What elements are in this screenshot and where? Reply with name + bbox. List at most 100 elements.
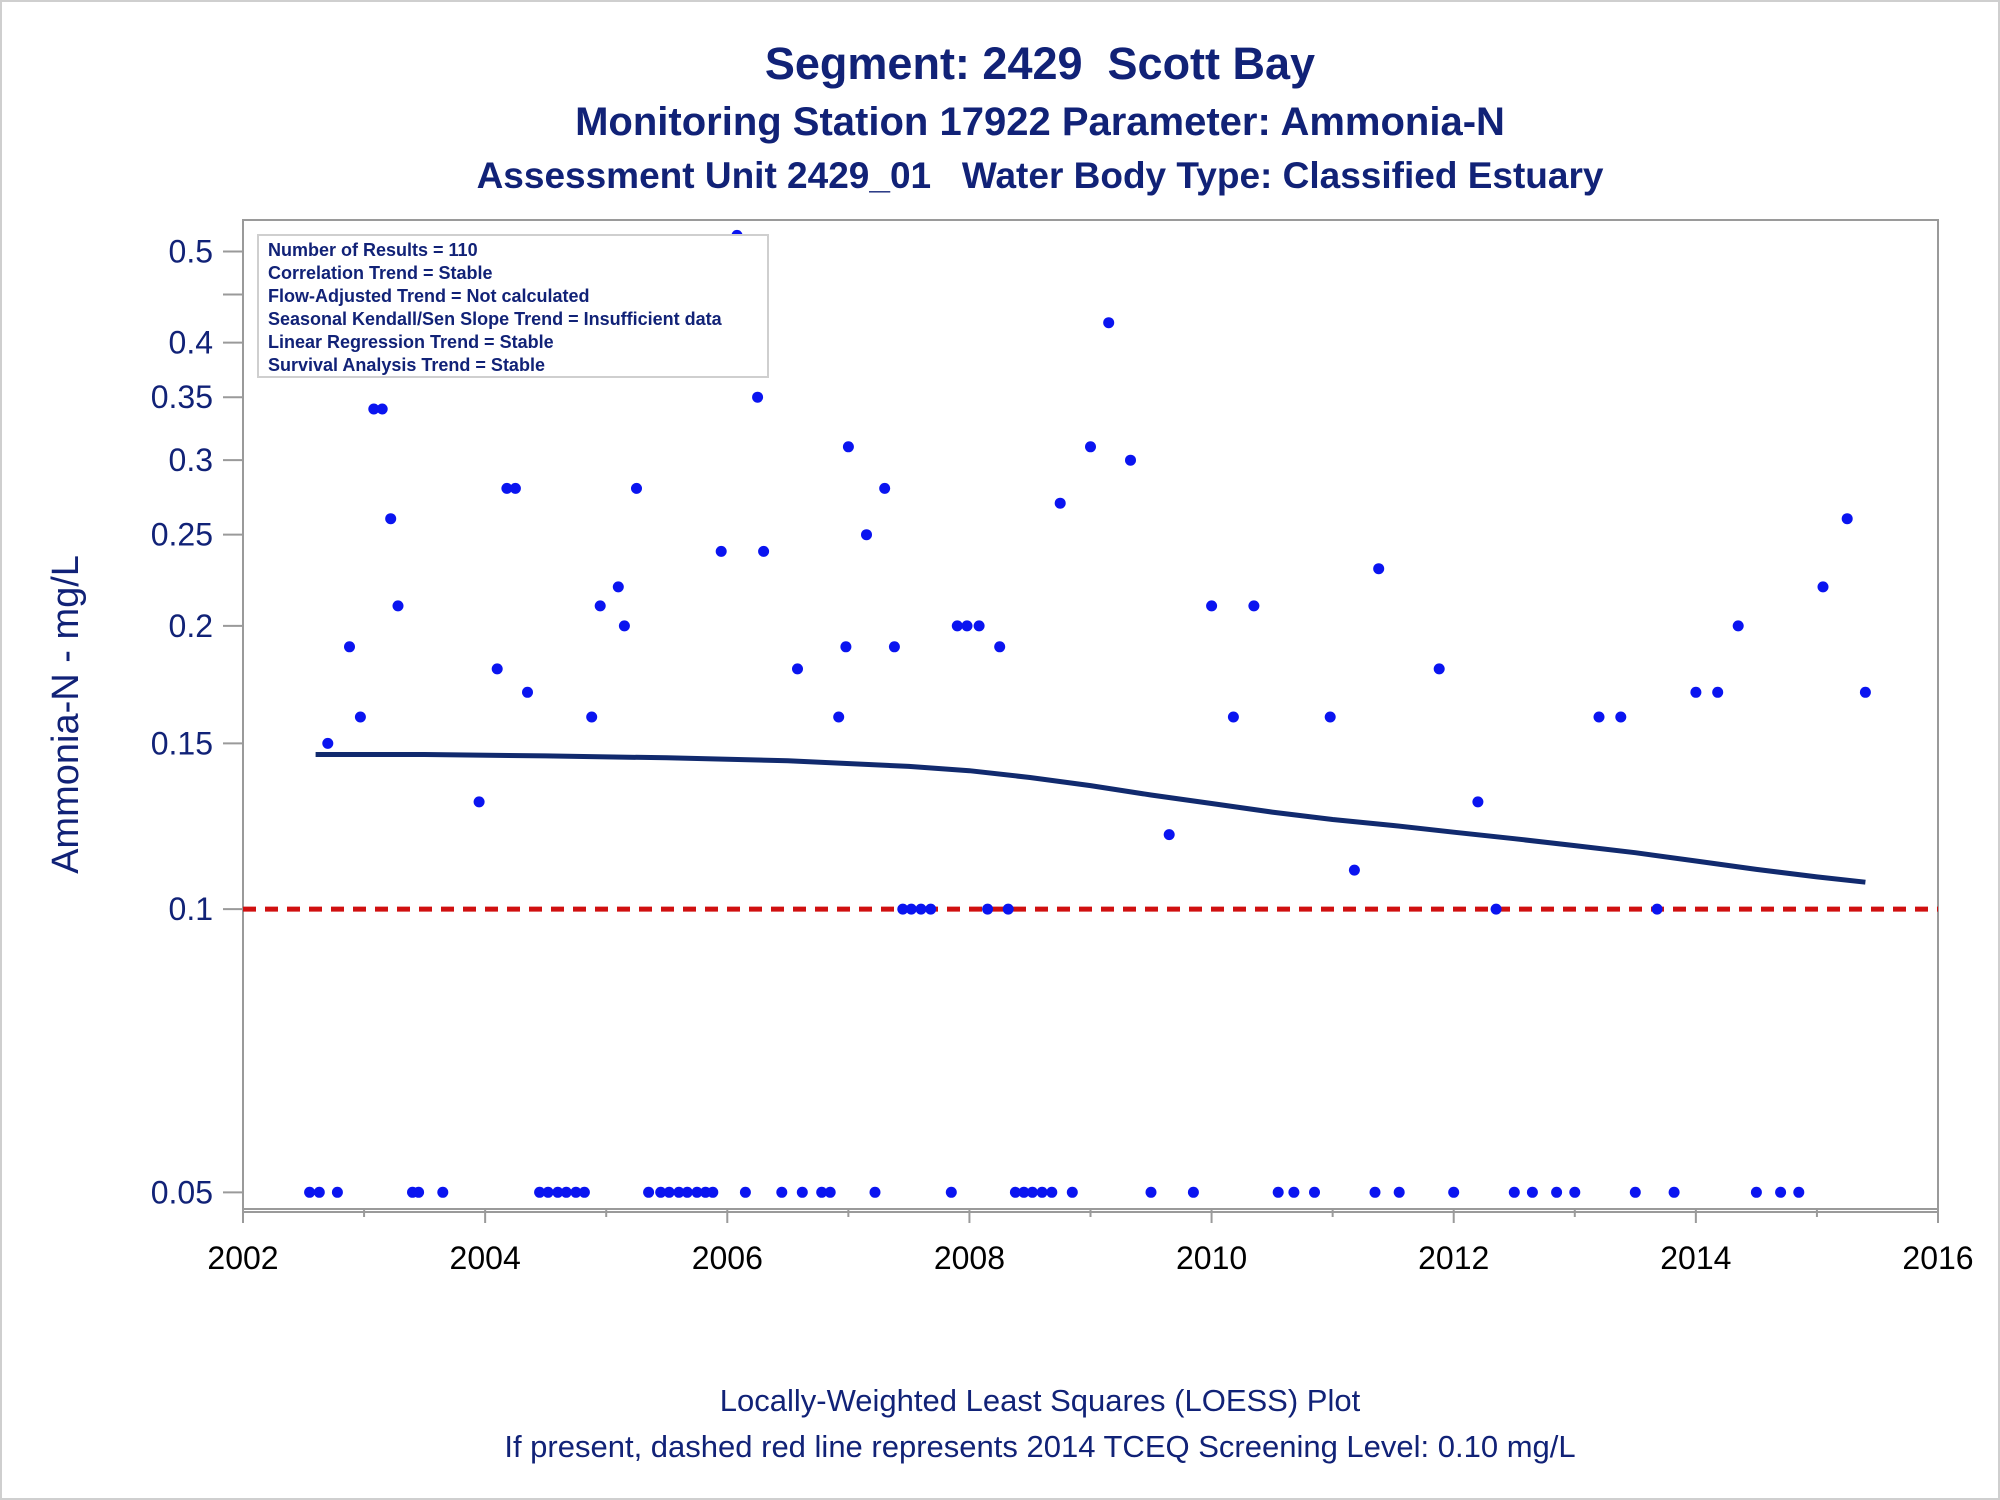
x-tick-label: 2002 (207, 1240, 278, 1276)
data-point (1163, 829, 1175, 841)
data-point (925, 903, 937, 915)
data-point (1227, 711, 1239, 723)
loess-curve (315, 752, 1866, 885)
data-point (1369, 1186, 1381, 1198)
y-tick-label: 0.1 (169, 891, 213, 927)
data-point (840, 641, 852, 653)
data-point (707, 1186, 719, 1198)
data-point (522, 686, 533, 698)
trend-summary-box: Number of Results = 110 Correlation Trend… (257, 234, 769, 378)
data-point (354, 711, 366, 723)
data-point (1145, 1186, 1157, 1198)
data-point (1668, 1186, 1680, 1198)
data-point (951, 620, 963, 632)
y-tick-label: 0.25 (151, 517, 213, 553)
data-point (888, 641, 900, 653)
trend-summary-line: Flow-Adjusted Trend = Not calculated (268, 286, 590, 306)
chart-subtitle-2: Assessment Unit 2429_01 Water Body Type:… (476, 155, 1604, 196)
trend-summary-border (257, 234, 769, 378)
data-point (570, 1186, 582, 1198)
data-point (905, 903, 917, 915)
trend-summary-line: Survival Analysis Trend = Stable (268, 355, 545, 375)
data-point (1569, 1186, 1581, 1198)
data-point (313, 1186, 325, 1198)
data-point (1690, 686, 1702, 698)
data-point (655, 1186, 667, 1198)
data-point (681, 1186, 693, 1198)
data-point (618, 620, 630, 632)
data-point (752, 391, 764, 403)
data-point (869, 1186, 881, 1198)
loess-layer (315, 752, 1866, 885)
y-axis: 0.05 0.1 0.15 0.2 0.25 0.3 0.35 0.4 0.5 (151, 233, 243, 1210)
data-point (1775, 1186, 1787, 1198)
data-point (982, 903, 994, 915)
data-point (1066, 1186, 1078, 1198)
x-tick-label: 2010 (1176, 1240, 1247, 1276)
data-point (331, 1186, 343, 1198)
data-point (1125, 454, 1136, 466)
trend-summary-line: Correlation Trend = Stable (268, 263, 493, 283)
y-tick-label: 0.05 (151, 1174, 213, 1210)
data-point (961, 620, 973, 632)
data-point (1472, 796, 1484, 808)
data-point (1085, 441, 1096, 453)
data-point (776, 1186, 788, 1198)
data-point (1859, 686, 1871, 698)
data-point (842, 441, 854, 453)
data-point (792, 663, 803, 675)
data-point (368, 403, 380, 415)
data-point (1026, 1186, 1038, 1198)
data-point (739, 1186, 751, 1198)
data-point (833, 711, 845, 723)
y-tick-label: 0.4 (169, 325, 213, 361)
x-axis: 2002 2004 2006 2008 2010 2012 2014 2016 (207, 1209, 1974, 1276)
data-point (824, 1186, 836, 1198)
data-point (1615, 711, 1627, 723)
data-point (994, 641, 1006, 653)
data-point (1712, 686, 1724, 698)
data-point (1508, 1186, 1520, 1198)
y-tick-label: 0.2 (169, 608, 213, 644)
data-point (915, 903, 927, 915)
data-point (437, 1186, 449, 1198)
data-point (344, 641, 355, 653)
data-point (1054, 497, 1066, 509)
data-point (385, 513, 397, 525)
data-point (715, 545, 727, 557)
data-point (501, 482, 513, 494)
data-point (322, 737, 334, 749)
data-point (552, 1186, 564, 1198)
data-point (491, 663, 503, 675)
y-tick-label: 0.15 (151, 725, 213, 761)
data-point (1002, 903, 1014, 915)
x-tick-label: 2012 (1418, 1240, 1489, 1276)
data-point (1651, 903, 1663, 915)
x-tick-label: 2004 (450, 1240, 521, 1276)
y-tick-label: 0.3 (169, 442, 213, 478)
x-tick-label: 2014 (1660, 1240, 1731, 1276)
y-tick-label: 0.5 (169, 233, 213, 269)
data-point (534, 1186, 546, 1198)
chart-title: Segment: 2429 Scott Bay (764, 38, 1316, 89)
data-point (897, 903, 909, 915)
data-point (1036, 1186, 1048, 1198)
data-point (1373, 563, 1385, 575)
data-point (1324, 711, 1336, 723)
data-point (1206, 600, 1218, 612)
footnote-loess: Locally-Weighted Least Squares (LOESS) P… (719, 1383, 1361, 1418)
data-point (973, 620, 985, 632)
trend-summary-line: Number of Results = 110 (268, 240, 478, 260)
data-point (1629, 1186, 1641, 1198)
data-point (1817, 581, 1829, 593)
trend-summary-line: Seasonal Kendall/Sen Slope Trend = Insuf… (268, 309, 723, 329)
footnote-screening: If present, dashed red line represents 2… (504, 1429, 1576, 1464)
y-tick-label: 0.35 (151, 379, 213, 415)
data-point (1348, 864, 1360, 876)
data-point (578, 1186, 590, 1198)
data-point (673, 1186, 685, 1198)
data-point (1018, 1186, 1030, 1198)
data-point (1526, 1186, 1538, 1198)
data-point (1187, 1186, 1199, 1198)
